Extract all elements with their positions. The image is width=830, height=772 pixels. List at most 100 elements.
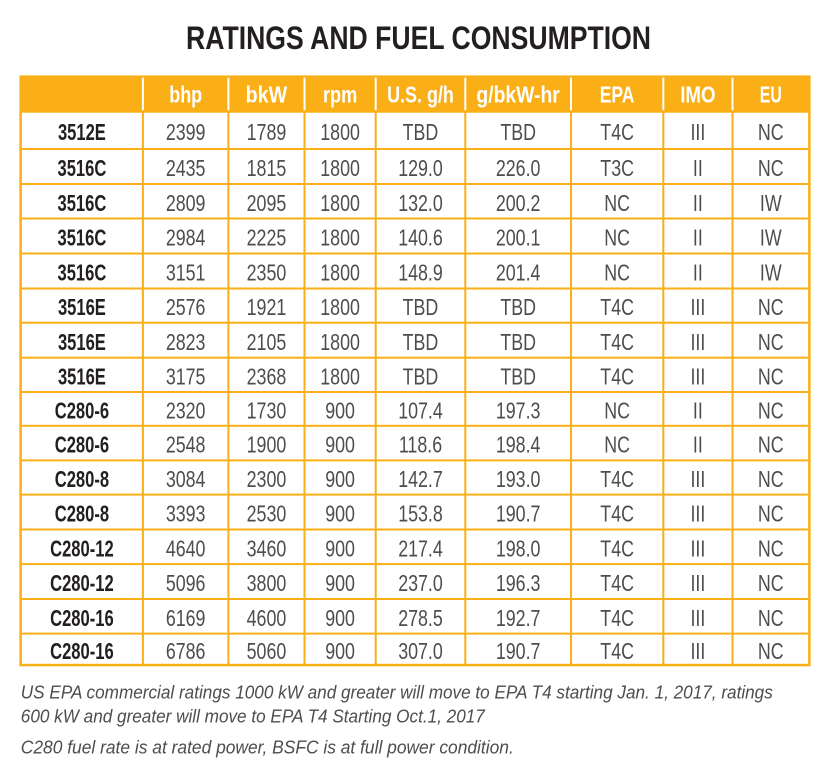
svg-text:T4C: T4C xyxy=(600,571,634,597)
svg-text:148.9: 148.9 xyxy=(398,260,443,286)
svg-text:140.6: 140.6 xyxy=(398,225,443,251)
svg-text:bhp: bhp xyxy=(169,82,202,108)
svg-text:TBD: TBD xyxy=(500,364,536,390)
svg-text:900: 900 xyxy=(325,398,355,424)
svg-text:NC: NC xyxy=(758,295,784,321)
svg-text:T4C: T4C xyxy=(600,536,634,562)
svg-text:153.8: 153.8 xyxy=(398,501,443,527)
svg-text:2368: 2368 xyxy=(247,364,287,390)
svg-text:III: III xyxy=(690,606,705,632)
svg-text:NC: NC xyxy=(604,432,630,458)
svg-text:1815: 1815 xyxy=(247,156,287,182)
svg-text:NC: NC xyxy=(604,398,630,424)
svg-text:C280-16: C280-16 xyxy=(50,639,114,664)
svg-text:2320: 2320 xyxy=(166,398,206,424)
svg-text:900: 900 xyxy=(325,571,355,597)
svg-text:201.4: 201.4 xyxy=(496,260,541,286)
svg-text:3393: 3393 xyxy=(166,501,206,527)
svg-text:NC: NC xyxy=(604,191,630,217)
svg-text:1800: 1800 xyxy=(320,364,360,390)
svg-text:C280-16: C280-16 xyxy=(50,606,114,631)
svg-text:II: II xyxy=(693,225,703,251)
svg-text:4600: 4600 xyxy=(247,606,287,632)
svg-text:900: 900 xyxy=(325,432,355,458)
svg-text:T4C: T4C xyxy=(600,295,634,321)
svg-text:TBD: TBD xyxy=(403,364,439,390)
svg-text:EU: EU xyxy=(760,82,782,108)
svg-text:II: II xyxy=(693,432,703,458)
svg-text:III: III xyxy=(690,295,705,321)
svg-text:1800: 1800 xyxy=(320,191,360,217)
svg-text:C280-12: C280-12 xyxy=(50,537,114,562)
svg-text:200.1: 200.1 xyxy=(496,225,541,251)
svg-text:T4C: T4C xyxy=(600,501,634,527)
svg-text:TBD: TBD xyxy=(403,330,439,356)
svg-text:190.7: 190.7 xyxy=(496,639,541,665)
svg-text:NC: NC xyxy=(758,398,784,424)
svg-text:NC: NC xyxy=(758,156,784,182)
svg-text:217.4: 217.4 xyxy=(398,536,443,562)
svg-text:1800: 1800 xyxy=(320,330,360,356)
svg-text:C280-8: C280-8 xyxy=(55,468,109,493)
svg-text:237.0: 237.0 xyxy=(398,571,443,597)
svg-text:3516E: 3516E xyxy=(58,296,106,321)
svg-text:3084: 3084 xyxy=(166,467,206,493)
svg-text:NC: NC xyxy=(758,432,784,458)
svg-text:5060: 5060 xyxy=(247,639,287,665)
svg-text:129.0: 129.0 xyxy=(398,156,443,182)
svg-text:307.0: 307.0 xyxy=(398,639,443,665)
svg-text:5096: 5096 xyxy=(166,571,206,597)
svg-text:III: III xyxy=(690,364,705,390)
svg-text:3512E: 3512E xyxy=(58,121,106,146)
svg-text:C280-6: C280-6 xyxy=(55,399,109,424)
svg-text:600 kW and greater will move t: 600 kW and greater will move to EPA T4 S… xyxy=(21,705,486,726)
svg-text:NC: NC xyxy=(758,467,784,493)
svg-text:C280-8: C280-8 xyxy=(55,502,109,527)
svg-text:TBD: TBD xyxy=(500,295,536,321)
svg-text:TBD: TBD xyxy=(500,120,536,146)
svg-text:T3C: T3C xyxy=(600,156,634,182)
svg-text:3175: 3175 xyxy=(166,364,206,390)
svg-text:NC: NC xyxy=(758,606,784,632)
svg-text:III: III xyxy=(690,501,705,527)
svg-text:193.0: 193.0 xyxy=(496,467,541,493)
svg-text:2984: 2984 xyxy=(166,225,206,251)
svg-text:NC: NC xyxy=(758,571,784,597)
svg-text:EPA: EPA xyxy=(600,82,635,108)
svg-text:T4C: T4C xyxy=(600,364,634,390)
svg-text:3460: 3460 xyxy=(247,536,287,562)
svg-text:6786: 6786 xyxy=(166,639,206,665)
svg-text:US EPA commercial ratings 1000: US EPA commercial ratings 1000 kW and gr… xyxy=(21,682,773,703)
svg-text:II: II xyxy=(693,260,703,286)
svg-text:II: II xyxy=(693,156,703,182)
svg-text:2350: 2350 xyxy=(247,260,287,286)
svg-text:III: III xyxy=(690,120,705,146)
svg-text:6169: 6169 xyxy=(166,606,206,632)
svg-text:1800: 1800 xyxy=(320,260,360,286)
svg-text:TBD: TBD xyxy=(403,120,439,146)
svg-text:118.6: 118.6 xyxy=(399,432,442,458)
svg-text:1800: 1800 xyxy=(320,156,360,182)
svg-text:RATINGS AND FUEL CONSUMPTION: RATINGS AND FUEL CONSUMPTION xyxy=(186,20,651,56)
svg-text:3516E: 3516E xyxy=(58,330,106,355)
svg-text:IW: IW xyxy=(760,225,782,251)
svg-text:2435: 2435 xyxy=(166,156,206,182)
svg-text:2530: 2530 xyxy=(247,501,287,527)
svg-text:1800: 1800 xyxy=(320,120,360,146)
svg-text:T4C: T4C xyxy=(600,639,634,665)
svg-text:III: III xyxy=(690,639,705,665)
svg-text:III: III xyxy=(690,330,705,356)
svg-text:200.2: 200.2 xyxy=(496,191,541,217)
svg-text:1730: 1730 xyxy=(247,398,287,424)
svg-text:3516C: 3516C xyxy=(57,157,106,182)
svg-text:2809: 2809 xyxy=(166,191,206,217)
svg-text:226.0: 226.0 xyxy=(496,156,541,182)
svg-text:III: III xyxy=(690,536,705,562)
svg-text:IW: IW xyxy=(760,260,782,286)
svg-text:III: III xyxy=(690,467,705,493)
svg-text:rpm: rpm xyxy=(323,82,357,108)
svg-text:NC: NC xyxy=(604,225,630,251)
svg-text:C280-12: C280-12 xyxy=(50,572,114,597)
svg-text:TBD: TBD xyxy=(500,330,536,356)
svg-text:107.4: 107.4 xyxy=(398,398,443,424)
